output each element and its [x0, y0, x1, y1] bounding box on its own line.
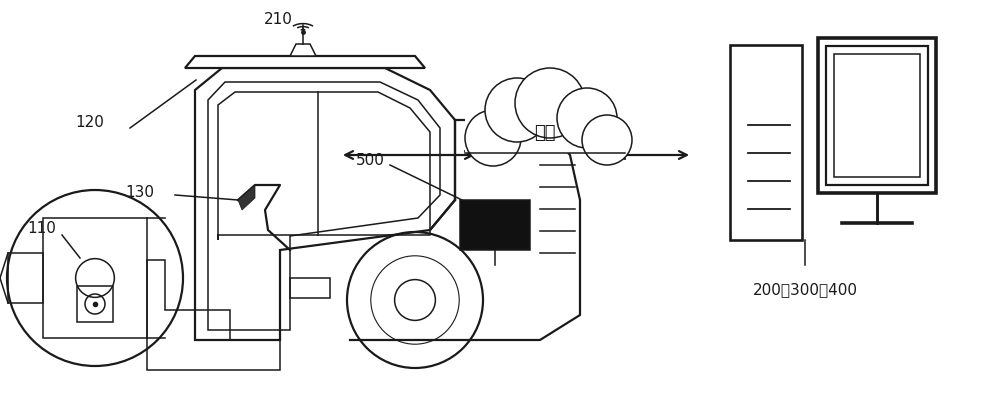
Bar	[290, 278, 330, 298]
Bar	[465, 103, 625, 153]
Text: 公网: 公网	[534, 124, 556, 142]
Bar	[730, 45, 802, 240]
Text: 110: 110	[28, 221, 56, 236]
Polygon shape	[185, 56, 425, 68]
Bar	[818, 38, 936, 193]
Text: 120: 120	[76, 114, 104, 129]
Bar	[43, 218, 147, 338]
Polygon shape	[290, 44, 316, 56]
Bar	[77, 286, 113, 322]
Bar	[826, 46, 928, 185]
Circle shape	[557, 88, 617, 148]
Bar	[460, 200, 530, 250]
Polygon shape	[238, 185, 255, 210]
Bar	[834, 54, 920, 177]
Text: 130: 130	[126, 185, 155, 200]
Text: 200、300、400: 200、300、400	[753, 282, 858, 297]
Circle shape	[582, 115, 632, 165]
Circle shape	[515, 68, 585, 138]
Circle shape	[485, 78, 549, 142]
Text: 210: 210	[264, 12, 292, 27]
Circle shape	[465, 110, 521, 166]
Text: 500: 500	[356, 152, 384, 168]
